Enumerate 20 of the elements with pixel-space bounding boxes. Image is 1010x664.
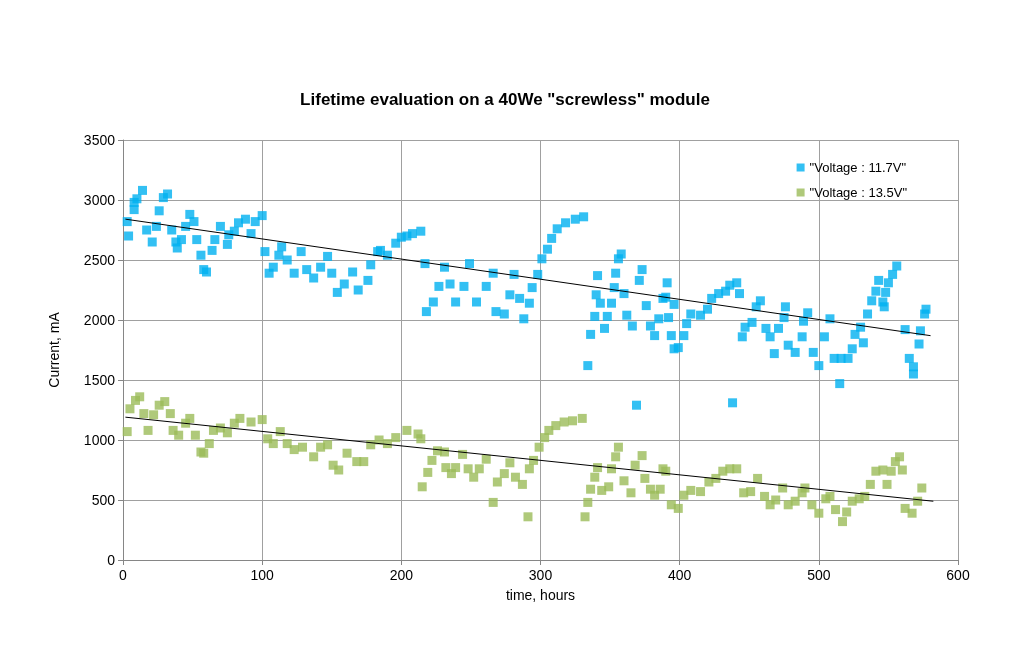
x-tick-label: 500: [807, 567, 831, 583]
y-axis-title: Current, mA: [46, 311, 62, 388]
y-tick-label: 2500: [83, 252, 116, 268]
y-tick-label: 3500: [83, 132, 116, 148]
y-tick-label: 1500: [83, 372, 116, 388]
x-tick-label: 400: [667, 567, 692, 583]
x-tick-label: 100: [250, 567, 275, 583]
y-tick-label: 500: [91, 492, 116, 508]
chart-title: Lifetime evaluation on a 40We "screwless" module: [300, 90, 710, 109]
x-tick-label: 200: [389, 567, 414, 583]
y-tick-label: 0: [107, 552, 116, 568]
x-tick-label: 300: [528, 567, 553, 583]
y-tick-label: 2000: [83, 312, 116, 328]
legend-label: "Voltage : 13.5V": [809, 185, 908, 200]
x-tick-label: 0: [119, 567, 128, 583]
legend-label: "Voltage : 11.7V": [809, 160, 907, 175]
y-tick-label: 1000: [83, 432, 116, 448]
y-tick-label: 3000: [83, 192, 116, 208]
x-axis-title: time, hours: [505, 587, 576, 603]
x-tick-label: 600: [946, 567, 970, 583]
